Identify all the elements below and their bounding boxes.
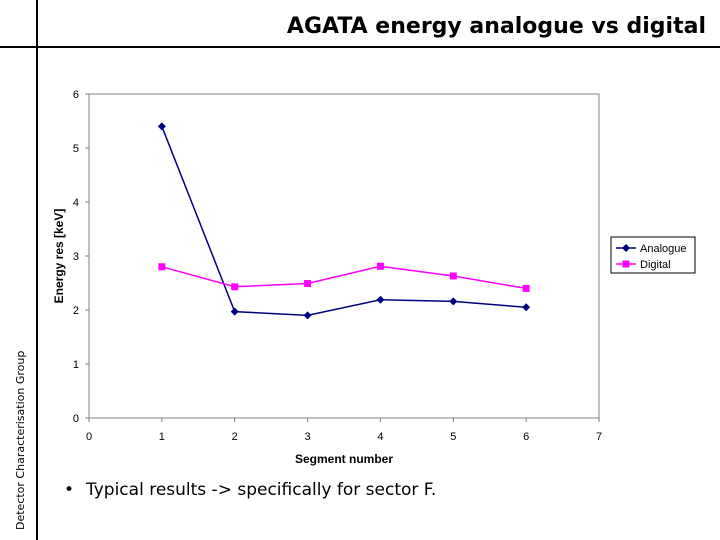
x-tick-label: 2: [232, 431, 238, 443]
y-tick-label: 6: [73, 89, 79, 101]
analogue-point: [522, 303, 531, 312]
vertical-rule: [36, 0, 38, 540]
bullet-icon: •: [64, 480, 75, 500]
legend-analogue-marker: [622, 244, 630, 252]
bullet-text: Typical results -> specifically for sect…: [86, 480, 437, 500]
y-axis-label: Energy res [keV]: [52, 209, 66, 304]
legend: Analogue Digital: [610, 236, 696, 274]
series-layer: [157, 122, 531, 320]
y-tick-label: 0: [73, 413, 79, 425]
bullet-item: • Typical results -> specifically for sec…: [64, 480, 436, 500]
digital-line: [161, 265, 527, 290]
y-tick-label: 1: [73, 359, 79, 371]
x-axis: 0 1 2 3 4 5 6 7: [86, 418, 602, 443]
analogue-point: [230, 307, 239, 316]
analogue-line: [161, 126, 527, 317]
digital-point: [158, 263, 166, 271]
digital-point: [304, 280, 312, 288]
x-tick-label: 5: [450, 431, 456, 443]
x-tick-label: 7: [596, 431, 602, 443]
analogue-point: [376, 295, 385, 304]
y-tick-label: 2: [73, 305, 79, 317]
digital-point: [449, 272, 457, 280]
analogue-point: [449, 297, 458, 306]
x-tick-label: 0: [86, 431, 92, 443]
slide-title: AGATA energy analogue vs digital: [286, 14, 706, 39]
digital-point: [522, 284, 530, 292]
y-tick-label: 4: [73, 197, 79, 209]
legend-label-digital: Digital: [640, 259, 671, 271]
x-tick-label: 3: [305, 431, 311, 443]
y-axis: 0 1 2 3 4 5 6: [73, 89, 89, 425]
horizontal-rule: [0, 46, 720, 48]
x-tick-label: 1: [159, 431, 165, 443]
digital-point: [231, 283, 239, 291]
legend-digital-marker: [622, 260, 630, 268]
legend-label-analogue: Analogue: [640, 243, 687, 255]
series-digital: [158, 262, 530, 292]
x-axis-label: Segment number: [295, 452, 393, 466]
digital-point: [376, 262, 384, 270]
y-tick-label: 5: [73, 143, 79, 155]
plot-area: [88, 93, 600, 419]
series-analogue: [157, 122, 531, 320]
y-tick-label: 3: [73, 251, 79, 263]
x-tick-label: 4: [377, 431, 383, 443]
analogue-point: [157, 122, 166, 131]
analogue-point: [303, 311, 312, 320]
x-tick-label: 6: [523, 431, 529, 443]
